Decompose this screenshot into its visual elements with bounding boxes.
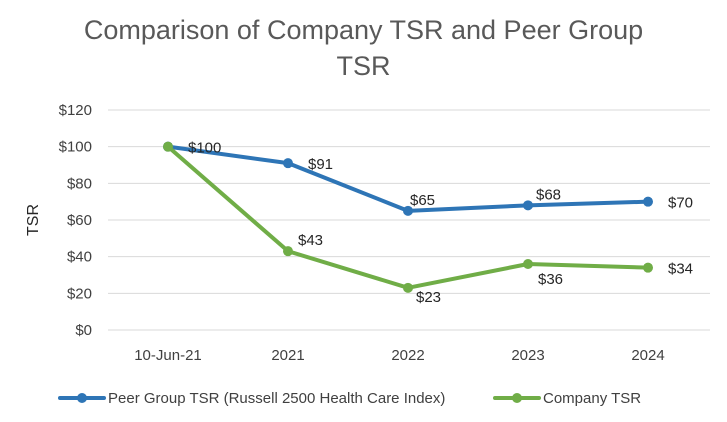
data-label-series-1: $68 xyxy=(536,186,561,203)
x-tick-label: 2022 xyxy=(391,347,424,364)
data-label-series-1: $91 xyxy=(308,156,333,173)
legend-marker-series-2 xyxy=(512,393,522,403)
y-tick-label: $100 xyxy=(59,139,92,156)
y-tick-label: $0 xyxy=(75,322,92,339)
y-axis-label: TSR xyxy=(25,204,42,236)
series-line-2 xyxy=(166,144,650,290)
data-point-series-2 xyxy=(643,262,653,273)
y-tick-label: $60 xyxy=(67,212,92,229)
data-label-series-1: $100 xyxy=(188,140,221,157)
legend-label-series-2: Company TSR xyxy=(543,390,641,407)
data-label-series-2: $43 xyxy=(298,232,323,249)
x-tick-label: 2024 xyxy=(631,347,664,364)
data-point-series-1 xyxy=(643,196,653,207)
x-tick-label: 10-Jun-21 xyxy=(134,347,202,364)
data-point-series-1 xyxy=(403,205,413,216)
y-tick-label: $20 xyxy=(67,285,92,302)
y-tick-label: $80 xyxy=(67,175,92,192)
chart-title-line-2: TSR xyxy=(336,51,391,81)
data-point-series-2 xyxy=(163,141,173,152)
chart-title-line-1: Comparison of Company TSR and Peer Group xyxy=(83,15,644,45)
data-point-series-1 xyxy=(283,158,293,169)
data-point-series-2 xyxy=(523,259,533,269)
y-tick-label: $120 xyxy=(59,102,92,119)
data-point-series-2 xyxy=(283,246,293,257)
series-line-1 xyxy=(166,144,650,213)
data-label-series-2: $36 xyxy=(538,271,563,288)
data-point-series-1 xyxy=(523,200,533,211)
data-point-series-2 xyxy=(403,282,413,293)
data-label-series-2: $23 xyxy=(416,289,441,306)
x-tick-label: 2023 xyxy=(511,347,544,364)
data-label-series-1: $70 xyxy=(668,195,693,212)
legend-marker-series-1 xyxy=(77,393,87,403)
x-tick-label: 2021 xyxy=(271,347,304,364)
legend-label-series-1: Peer Group TSR (Russell 2500 Health Care… xyxy=(108,390,445,407)
data-label-series-2: $34 xyxy=(668,261,693,278)
data-label-series-1: $65 xyxy=(410,192,435,209)
y-tick-label: $40 xyxy=(67,249,92,266)
